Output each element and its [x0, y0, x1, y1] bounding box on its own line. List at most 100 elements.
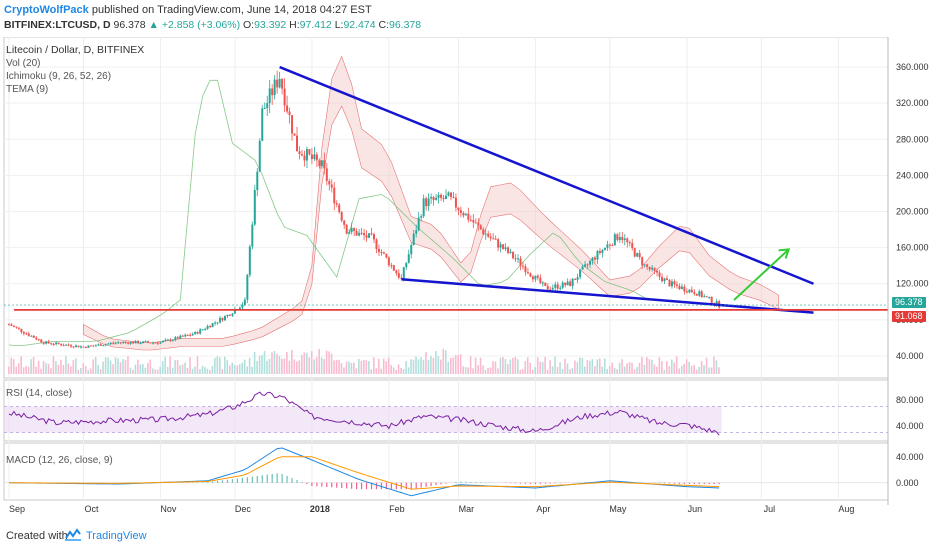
- volume-bar: [271, 352, 273, 374]
- candle-body: [343, 220, 346, 225]
- author-link[interactable]: CryptoWolfPack: [4, 4, 89, 16]
- volume-bar: [452, 357, 455, 374]
- chart-canvas[interactable]: Sep Oct Nov Dec 2018 Feb Mar Apr May Jun Jul Aug 40.…: [0, 37, 932, 522]
- volume-bar: [626, 363, 628, 374]
- volume-bar: [395, 369, 397, 374]
- candle-body: [353, 228, 356, 231]
- candle-body: [638, 253, 641, 258]
- legend-vol[interactable]: Vol (20): [6, 58, 41, 69]
- candle-body: [380, 252, 383, 254]
- macd-histogram-bar: [465, 481, 467, 483]
- candle-body: [305, 149, 308, 161]
- legend-macd[interactable]: MACD (12, 26, close, 9): [6, 455, 113, 466]
- candle-body: [201, 329, 204, 331]
- candle-body: [335, 203, 338, 205]
- candle-body: [55, 342, 58, 345]
- candle-body: [377, 248, 380, 253]
- legend-ichimoku[interactable]: Ichimoku (9, 26, 52, 26): [6, 71, 112, 82]
- candle-body: [320, 160, 323, 167]
- volume-bar: [174, 360, 176, 374]
- macd-histogram-bar: [713, 482, 715, 485]
- candle-body: [174, 337, 177, 340]
- price-change: ▲ +2.858 (+3.06%): [148, 19, 241, 31]
- x-tick-label: 2018: [310, 504, 330, 514]
- macd-histogram-bar: [534, 482, 536, 485]
- volume-bar: [296, 361, 298, 374]
- volume-bar: [593, 366, 596, 374]
- volume-bar: [710, 367, 713, 374]
- candle-body: [238, 307, 241, 310]
- volume-bar: [623, 366, 626, 374]
- candle-body: [109, 342, 112, 344]
- candle-body: [296, 135, 299, 152]
- candle-body: [20, 328, 23, 332]
- candle-body: [534, 275, 537, 280]
- volume-bar: [62, 364, 65, 374]
- volume-bar: [658, 357, 661, 374]
- legend-rsi[interactable]: RSI (14, close): [6, 388, 73, 399]
- close-label: C:: [378, 19, 390, 31]
- volume-bar: [283, 358, 286, 374]
- volume-bar: [132, 369, 134, 374]
- x-tick-label: Nov: [160, 504, 177, 514]
- volume-bar: [358, 358, 360, 374]
- tradingview-logo-icon[interactable]: [64, 528, 82, 547]
- volume-bar: [666, 361, 668, 374]
- volume-bar: [30, 359, 32, 374]
- candle-body: [551, 287, 554, 290]
- candle-body: [440, 194, 443, 198]
- candle-body: [646, 264, 649, 267]
- tradingview-link[interactable]: TradingView: [86, 530, 147, 542]
- volume-bar: [179, 365, 181, 374]
- volume-bar: [335, 359, 338, 374]
- volume-bar: [214, 357, 216, 374]
- macd-histogram-bar: [316, 482, 318, 487]
- candle-body: [281, 79, 284, 89]
- volume-bar: [119, 362, 122, 374]
- candle-body: [601, 249, 604, 253]
- volume-bar: [574, 360, 576, 374]
- volume-bar: [484, 369, 487, 374]
- macd-histogram-bar: [236, 478, 239, 483]
- volume-bar: [333, 360, 335, 374]
- volume-bar: [611, 362, 613, 374]
- volume-bar: [201, 365, 204, 374]
- volume-bar: [631, 362, 633, 374]
- volume-bar: [382, 358, 385, 374]
- candle-body: [670, 281, 673, 287]
- macd-pane: [4, 447, 888, 497]
- candle-body: [514, 258, 517, 260]
- candle-body: [206, 326, 209, 329]
- volume-bar: [385, 361, 388, 374]
- candle-body: [680, 286, 683, 289]
- candle-body: [104, 344, 107, 346]
- legend-tema[interactable]: TEMA (9): [6, 84, 49, 95]
- candle-body: [437, 194, 440, 198]
- candle-body: [410, 245, 413, 255]
- legend-title: Litecoin / Dollar, D, BITFINEX: [6, 44, 145, 56]
- candle-body: [318, 160, 321, 167]
- volume-bar: [82, 363, 85, 374]
- volume-bar: [551, 366, 554, 374]
- candle-body: [653, 267, 656, 271]
- candle-body: [405, 262, 408, 268]
- volume-bar: [633, 369, 636, 374]
- volume-bar: [589, 360, 591, 374]
- candle-body: [710, 296, 713, 304]
- volume-bar: [673, 362, 676, 374]
- candle-body: [504, 247, 507, 250]
- chart-header: CryptoWolfPack published on TradingView.…: [0, 0, 932, 38]
- volume-bar: [586, 360, 589, 374]
- ichimoku-lagging-span: [8, 79, 650, 347]
- volume-bar: [206, 368, 209, 374]
- volume-bar: [328, 351, 330, 374]
- candle-body: [209, 326, 212, 328]
- candle-body: [392, 265, 395, 271]
- candle-body: [521, 265, 524, 267]
- candle-body: [164, 339, 167, 342]
- volume-bar: [705, 357, 708, 374]
- macd-histogram-bar: [703, 482, 705, 485]
- volume-bar: [343, 367, 345, 374]
- candle-body: [286, 105, 289, 112]
- candle-body: [427, 198, 430, 207]
